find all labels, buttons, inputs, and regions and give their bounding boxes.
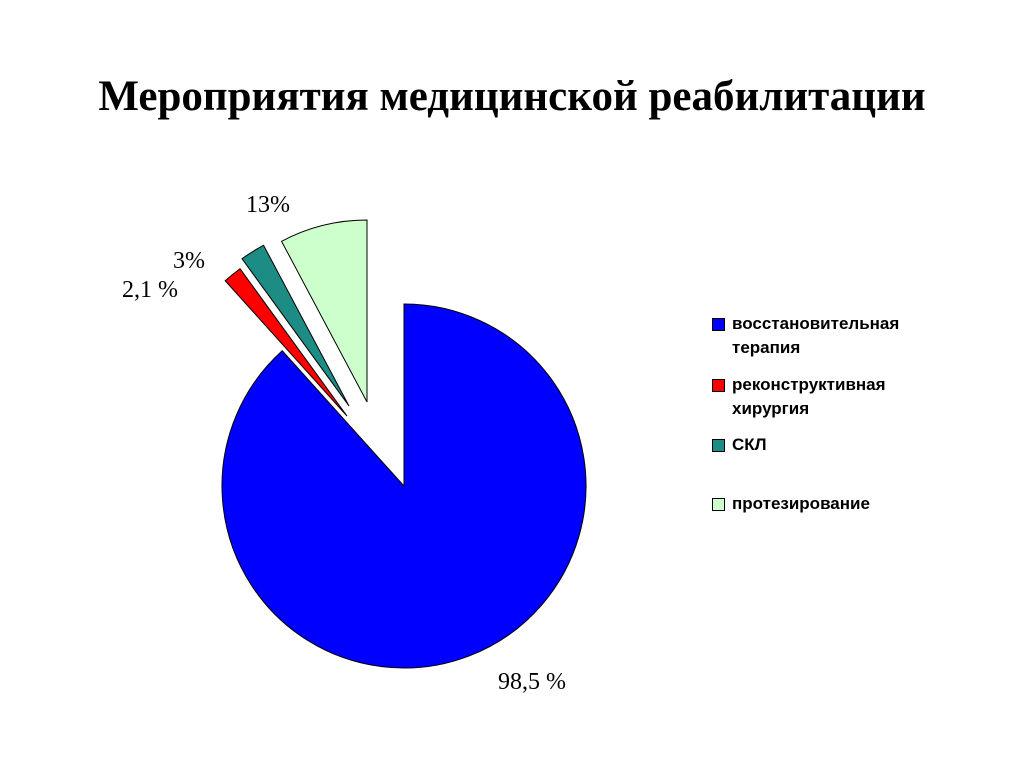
legend-swatch xyxy=(712,498,725,511)
pie-slice-rekonstruktivnaya-hirurgiya xyxy=(224,268,348,417)
data-label-rekonstruktivnaya-hirurgiya: 2,1 % xyxy=(122,277,178,303)
data-label-skl: 3% xyxy=(173,248,205,274)
legend-label: СКЛ xyxy=(732,435,767,454)
data-label-vosstanovitelnaya-terapiya: 98,5 % xyxy=(498,669,566,695)
legend-item-protezirovanie: протезирование xyxy=(712,492,942,516)
legend-label: реконструктивная хирургия xyxy=(732,375,886,418)
data-label-protezirovanie: 13% xyxy=(246,192,290,218)
legend-swatch xyxy=(712,318,725,331)
legend-item-rekonstruktivnaya-hirurgiya: реконструктивная хирургия xyxy=(712,373,942,421)
legend-label: протезирование xyxy=(732,494,870,513)
legend-item-skl: СКЛ xyxy=(712,433,942,457)
chart-title: Мероприятия медицинской реабилитации xyxy=(98,73,926,120)
legend-swatch xyxy=(712,379,725,392)
legend-label: восстановительная терапия xyxy=(732,314,900,357)
pie-slice-skl xyxy=(241,244,350,407)
pie-slice-protezirovanie xyxy=(280,219,368,403)
legend-swatch xyxy=(712,439,725,452)
pie-slice-vosstanovitelnaya-terapiya xyxy=(221,303,587,669)
legend-item-vosstanovitelnaya-terapiya: восстановительная терапия xyxy=(712,312,942,360)
